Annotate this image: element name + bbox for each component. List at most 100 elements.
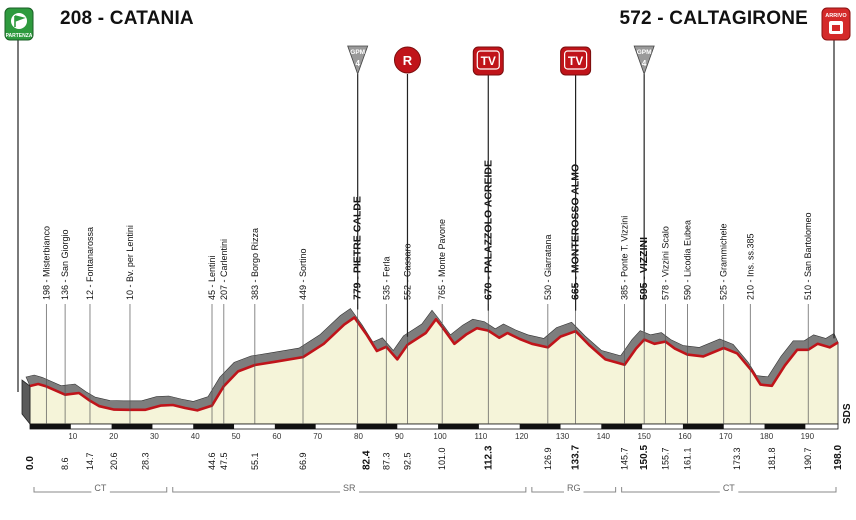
km-mark-label: 14.7 <box>85 452 95 470</box>
tv-label: TV <box>481 54 496 68</box>
side-label: SDS <box>842 403 853 424</box>
km-mark-label: 44.6 <box>207 452 217 470</box>
km-mark-label: 155.7 <box>660 447 670 470</box>
location-label: 510 - San Bartolomeo <box>803 212 813 300</box>
axis-segment <box>764 424 806 429</box>
axis-segment <box>519 424 561 429</box>
axis-segment <box>438 424 479 429</box>
axis-segment <box>682 424 724 429</box>
sprint-marker-icon <box>393 46 421 74</box>
location-label: 590 - Licodia Eubea <box>682 220 692 300</box>
tv-marker-icon <box>472 46 504 76</box>
axis-tick-label: 80 <box>354 432 363 441</box>
province-label: RG <box>567 483 581 493</box>
km-mark-label: 92.5 <box>402 452 412 470</box>
location-label: 383 - Borgo Rizza <box>250 228 260 300</box>
axis-segment <box>30 424 71 429</box>
tv-label: TV <box>568 54 583 68</box>
location-label: 530 - Giarratana <box>543 234 553 300</box>
province-label: CT <box>723 483 735 493</box>
km-mark-label: 161.1 <box>682 447 692 470</box>
gpm-triangle-icon <box>347 45 369 76</box>
axis-tick-label: 50 <box>232 432 241 441</box>
tv-screen-icon <box>564 50 588 70</box>
km-mark-label: 47.5 <box>219 452 229 470</box>
location-label: 10 - Bv. per Lentini <box>125 225 135 300</box>
finish-title: 572 - CALTAGIRONE <box>619 8 808 29</box>
profile-start-wall <box>21 379 31 426</box>
province-label: CT <box>94 483 106 493</box>
axis-tick-label: 90 <box>395 432 404 441</box>
province-label: SR <box>343 483 356 493</box>
km-mark-label: 66.9 <box>298 452 308 470</box>
start-badge-text: PARTENZA <box>6 33 33 39</box>
axis-segment <box>356 424 398 429</box>
axis-tick-label: 150 <box>637 432 651 441</box>
province-label-bg <box>340 483 360 493</box>
axis-segment <box>193 424 235 429</box>
start-title: 208 - CATANIA <box>60 8 194 29</box>
location-label: 765 - Monte Pavone <box>437 219 447 300</box>
finish-badge: ARRIVO <box>821 7 851 41</box>
location-label: 136 - San Giorgio <box>60 229 70 300</box>
axis-tick-label: 130 <box>556 432 570 441</box>
axis-tick-label: 180 <box>760 432 774 441</box>
axis-tick-label: 20 <box>109 432 118 441</box>
location-label: 525 - Grammichele <box>719 223 729 300</box>
location-label: 385 - Ponte T. Vizzini <box>620 216 630 300</box>
km-mark-label: 0.0 <box>25 456 36 470</box>
axis-segment <box>111 424 153 429</box>
axis-segment <box>601 424 643 429</box>
km-mark-label: 126.9 <box>543 447 553 470</box>
km-mark-label: 28.3 <box>140 452 150 470</box>
axis-tick-label: 40 <box>191 432 200 441</box>
start-badge: PARTENZA <box>4 7 34 41</box>
km-mark-label: 87.3 <box>381 452 391 470</box>
route-line <box>29 316 839 412</box>
km-mark-label: 101.0 <box>437 447 447 470</box>
axis-tick-label: 160 <box>678 432 692 441</box>
km-mark-label: 112.3 <box>483 445 494 470</box>
gpm-triangle-icon <box>633 45 655 76</box>
finish-icon-inner <box>832 25 840 31</box>
km-mark-label: 173.3 <box>732 447 742 470</box>
km-mark-label: 20.6 <box>109 452 119 470</box>
gpm-label: GPM <box>350 49 365 56</box>
location-label: 198 - Misterbianco <box>41 226 51 300</box>
km-mark-label: 8.6 <box>60 457 70 470</box>
km-mark-label: 82.4 <box>361 450 372 470</box>
province-label-bg <box>719 483 739 493</box>
axis-tick-label: 110 <box>475 432 488 441</box>
start-flag-icon <box>11 13 27 29</box>
finish-badge-text: ARRIVO <box>825 13 847 19</box>
axis-tick-label: 60 <box>272 432 281 441</box>
axis-tick-label: 190 <box>801 432 815 441</box>
km-mark-label: 55.1 <box>250 452 260 470</box>
sprint-label: R <box>403 53 413 68</box>
location-label: 449 - Sortino <box>298 248 308 300</box>
location-label: 210 - Ins. ss.385 <box>745 233 755 300</box>
tv-marker-icon <box>560 46 592 76</box>
axis-tick-label: 30 <box>150 432 159 441</box>
km-mark-label: 145.7 <box>620 447 630 470</box>
axis-tick-label: 170 <box>719 432 733 441</box>
axis-segment <box>274 424 316 429</box>
gpm-category: 4 <box>642 59 647 68</box>
location-label: 12 - Fontanarossa <box>85 227 95 300</box>
location-label: 578 - Vizzini Scalo <box>660 226 670 300</box>
gpm-label: GPM <box>637 49 652 56</box>
province-label-bg <box>563 483 584 493</box>
km-mark-label: 181.8 <box>767 447 777 470</box>
location-label: 207 - Carlentini <box>219 239 229 300</box>
km-mark-label: 198.0 <box>833 445 844 470</box>
axis-tick-label: 140 <box>597 432 611 441</box>
km-mark-label: 190.7 <box>803 447 813 470</box>
location-label: 45 - Lentini <box>207 255 217 300</box>
axis-tick-label: 70 <box>313 432 322 441</box>
km-mark-label: 133.7 <box>571 445 582 470</box>
axis-tick-label: 120 <box>515 432 529 441</box>
tv-screen-icon <box>476 50 500 70</box>
province-label-bg <box>91 483 110 493</box>
